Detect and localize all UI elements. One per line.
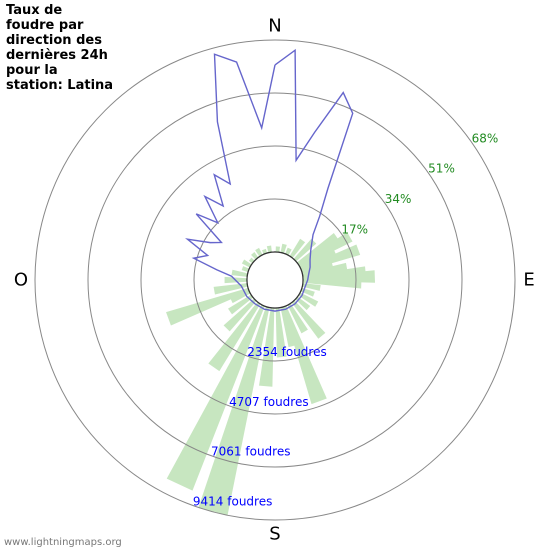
cardinal-S: S [269, 524, 280, 545]
cardinal-O: O [14, 270, 28, 291]
cardinal-E: E [523, 270, 534, 291]
footer-link: www.lightningmaps.org [4, 537, 122, 548]
foudre-bar [281, 244, 287, 254]
cardinal-N: N [268, 16, 281, 37]
chart-title: Taux defoudre pardirection desdernières … [6, 4, 116, 94]
percent-label: 51% [428, 162, 455, 176]
percent-label: 17% [341, 223, 368, 237]
foudre-label: 2354 foudres [247, 345, 326, 359]
center-hole-top [247, 252, 303, 308]
foudre-bar [276, 246, 280, 252]
percent-label: 34% [385, 192, 412, 206]
foudre-label: 9414 foudres [193, 495, 272, 509]
foudre-label: 7061 foudres [211, 445, 290, 459]
percent-label: 68% [472, 131, 499, 145]
foudre-label: 4707 foudres [229, 395, 308, 409]
